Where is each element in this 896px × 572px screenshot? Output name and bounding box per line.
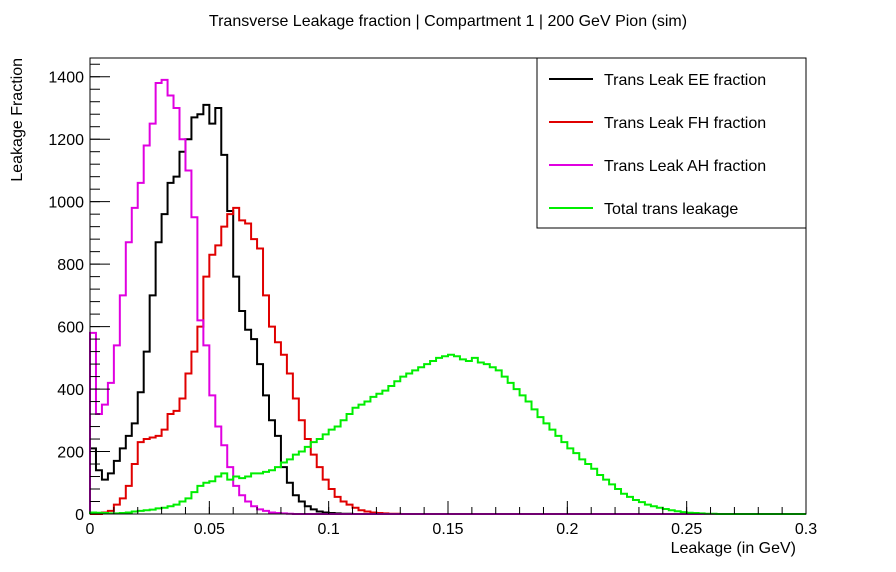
y-tick-label: 200 bbox=[57, 445, 84, 462]
y-tick-label: 1200 bbox=[48, 132, 84, 149]
x-tick-label: 0.25 bbox=[671, 521, 702, 538]
chart-title: Transverse Leakage fraction | Compartmen… bbox=[209, 13, 687, 30]
y-axis-label: Leakage Fraction bbox=[9, 58, 26, 182]
legend-label-3: Total trans leakage bbox=[604, 201, 738, 218]
x-tick-label: 0.2 bbox=[556, 521, 578, 538]
legend-box bbox=[536, 57, 807, 229]
legend: Trans Leak EE fraction Trans Leak FH frac… bbox=[536, 57, 807, 229]
y-tick-label: 400 bbox=[57, 382, 84, 399]
legend-label-1: Trans Leak FH fraction bbox=[604, 115, 766, 132]
legend-label-2: Trans Leak AH fraction bbox=[604, 158, 766, 175]
x-tick-label: 0.3 bbox=[795, 521, 817, 538]
x-tick-label: 0.05 bbox=[194, 521, 225, 538]
x-axis-label: Leakage (in GeV) bbox=[671, 540, 796, 557]
x-tick-label: 0.15 bbox=[432, 521, 463, 538]
x-tick-label: 0.1 bbox=[318, 521, 340, 538]
y-tick-label: 1400 bbox=[48, 70, 84, 87]
y-tick-label: 1000 bbox=[48, 195, 84, 212]
axis-layer: 0 0.05 0.1 0.15 0.2 0.25 0.3 0 200 400 600 800 1000 1… bbox=[48, 63, 817, 538]
legend-label-0: Trans Leak EE fraction bbox=[604, 72, 766, 89]
y-tick-label: 600 bbox=[57, 320, 84, 337]
y-tick-label: 0 bbox=[75, 507, 84, 524]
y-tick-label: 800 bbox=[57, 257, 84, 274]
x-tick-label: 0 bbox=[86, 521, 95, 538]
legend-entries: Trans Leak EE fraction Trans Leak FH frac… bbox=[549, 72, 766, 218]
series-3-histogram bbox=[89, 353, 806, 515]
